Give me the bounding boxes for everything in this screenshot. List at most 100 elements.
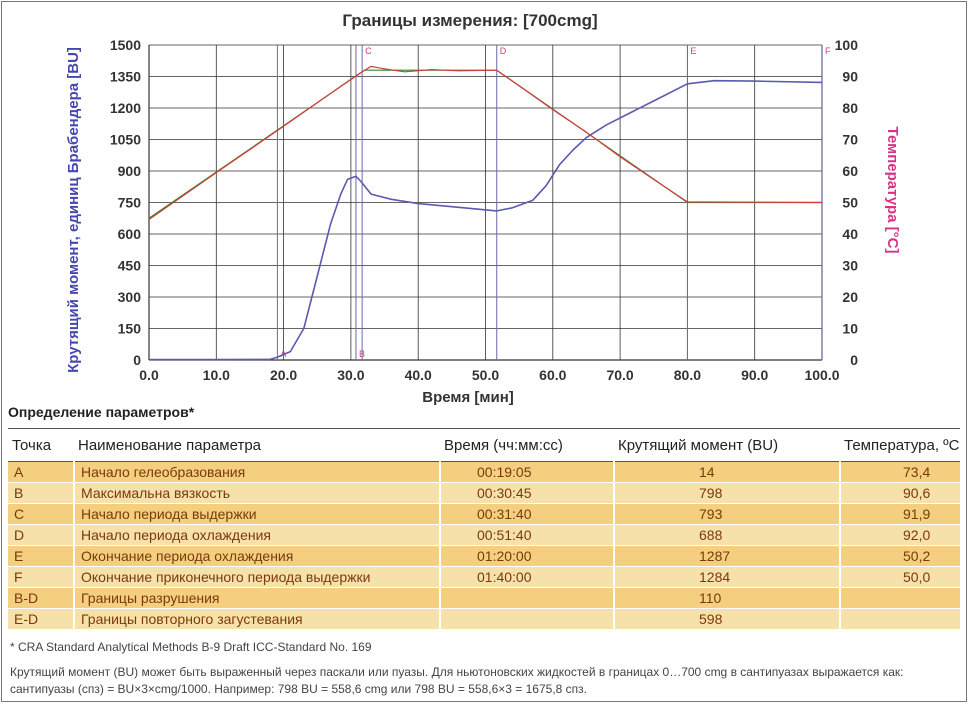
cell-name: Границы повторного загустевания — [74, 608, 441, 630]
table-row: F Окончание приконечного периода выдержк… — [8, 566, 960, 588]
y2-tick-labels: 0 10 20 30 40 50 60 70 80 90 100 — [835, 37, 859, 368]
cell-name: Окончание приконечного периода выдержки — [74, 566, 441, 588]
note-line-2: сантипуазы (спз) = BU×3×cmg/1000. Наприм… — [10, 682, 588, 696]
header-torque: Крутящий момент (BU) — [614, 428, 840, 462]
cell-time: 00:30:45 — [440, 482, 615, 504]
header-point: Точка — [8, 428, 74, 462]
y2-tick-label: 70 — [842, 132, 858, 148]
brabender-chart: Границы измерения: [700cmg] ABCDEF 01503… — [65, 11, 901, 405]
cell-time: 00:19:05 — [440, 461, 615, 483]
cell-torque: 688 — [614, 524, 841, 546]
cell-name: Начало периода охлаждения — [74, 524, 441, 546]
cell-torque: 598 — [614, 608, 841, 630]
cell-torque: 14 — [614, 461, 841, 483]
x-tick-label: 50.0 — [472, 367, 499, 383]
y2-tick-label: 50 — [842, 195, 858, 211]
x-tick-label: 100.0 — [804, 367, 839, 383]
table-row: C Начало периода выдержки 00:31:40 793 9… — [8, 503, 960, 525]
x-tick-label: 20.0 — [270, 367, 297, 383]
cell-point: B-D — [8, 587, 75, 609]
series-temperature_actual — [148, 65, 823, 220]
series — [148, 65, 823, 361]
cell-torque: 1287 — [614, 545, 841, 567]
cell-torque: 793 — [614, 503, 841, 525]
cell-temp: 50,0 — [840, 566, 960, 588]
params-section-title: Определение параметров* — [8, 404, 195, 420]
y-tick-label: 300 — [118, 289, 142, 305]
marker-label: F — [825, 46, 831, 56]
x-tick-label: 80.0 — [674, 367, 701, 383]
y2-tick-label: 20 — [842, 289, 858, 305]
y2-tick-label: 10 — [842, 321, 858, 337]
marker-label: C — [365, 46, 372, 56]
cell-time: 00:51:40 — [440, 524, 615, 546]
x-tick-label: 90.0 — [741, 367, 768, 383]
cell-time — [440, 587, 615, 609]
cell-point: A — [8, 461, 75, 483]
y2-tick-label: 100 — [835, 37, 859, 53]
y2-tick-label: 90 — [842, 69, 858, 85]
x-tick-labels: 0.0 10.0 20.0 30.0 40.0 50.0 60.0 70.0 80.0 90.0 1… — [139, 367, 839, 383]
y2-tick-label: 0 — [850, 352, 858, 368]
cell-name: Начало периода выдержки — [74, 503, 441, 525]
table-row: A Начало гелеобразования 00:19:05 14 73,… — [8, 461, 960, 483]
y2-tick-label: 60 — [842, 163, 858, 179]
cell-temp: 73,4 — [840, 461, 960, 483]
cell-name: Границы разрушения — [74, 587, 441, 609]
params-header-row: Точка Наименование параметра Время (чч:м… — [8, 428, 960, 462]
note-line-1: Крутящий момент (BU) может быть выраженн… — [10, 665, 904, 679]
y-tick-label: 450 — [118, 258, 142, 274]
header-name: Наименование параметра — [74, 428, 440, 462]
cell-point: B — [8, 482, 75, 504]
table-row: E-D Границы повторного загустевания 598 — [8, 608, 960, 630]
y-tick-label: 1350 — [110, 69, 141, 85]
cell-name: Максимальна вязкость — [74, 482, 441, 504]
y-axis-label: Крутящий момент, единиц Брабендера [BU] — [65, 47, 82, 373]
cell-temp: 92,0 — [840, 524, 960, 546]
x-tick-label: 30.0 — [337, 367, 364, 383]
y-tick-label: 0 — [133, 352, 141, 368]
y-tick-label: 1050 — [110, 132, 141, 148]
cell-name: Начало гелеобразования — [74, 461, 441, 483]
table-row: E Окончание периода охлаждения 01:20:00 … — [8, 545, 960, 567]
cell-time: 01:20:00 — [440, 545, 615, 567]
marker-label: E — [690, 46, 696, 56]
x-tick-label: 0.0 — [139, 367, 159, 383]
y-tick-label: 150 — [118, 321, 142, 337]
cell-point: E-D — [8, 608, 75, 630]
footnote: * CRA Standard Analytical Methods B-9 Dr… — [10, 640, 372, 654]
cell-temp: 91,9 — [840, 503, 960, 525]
cell-point: E — [8, 545, 75, 567]
cell-time — [440, 608, 615, 630]
x-tick-label: 70.0 — [606, 367, 633, 383]
conversion-note: Крутящий момент (BU) может быть выраженн… — [10, 664, 960, 698]
y-tick-label: 1200 — [110, 100, 141, 116]
params-table: Точка Наименование параметра Время (чч:м… — [8, 428, 960, 630]
x-tick-label: 10.0 — [203, 367, 230, 383]
y2-axis-label: Температура [°C] — [884, 127, 901, 254]
cell-torque: 1284 — [614, 566, 841, 588]
header-temp: Температура, ºС — [840, 428, 960, 462]
table-row: B Максимальна вязкость 00:30:45 798 90,6 — [8, 482, 960, 504]
header-time: Время (чч:мм:сс) — [440, 428, 614, 462]
cell-torque: 798 — [614, 482, 841, 504]
y-tick-label: 1500 — [110, 37, 141, 53]
cell-torque: 110 — [614, 587, 841, 609]
cell-temp: 50,2 — [840, 545, 960, 567]
table-row: B-D Границы разрушения 110 — [8, 587, 960, 609]
marker-label: D — [500, 46, 507, 56]
x-tick-label: 60.0 — [539, 367, 566, 383]
y-tick-label: 600 — [118, 226, 142, 242]
y2-tick-label: 80 — [842, 100, 858, 116]
x-axis-label: Время [мин] — [422, 389, 514, 405]
y2-tick-label: 30 — [842, 258, 858, 274]
cell-time: 01:40:00 — [440, 566, 615, 588]
table-row: D Начало периода охлаждения 00:51:40 688… — [8, 524, 960, 546]
x-tick-label: 40.0 — [405, 367, 432, 383]
cell-temp: 90,6 — [840, 482, 960, 504]
cell-point: D — [8, 524, 75, 546]
y-tick-label: 750 — [118, 195, 142, 211]
cell-point: F — [8, 566, 75, 588]
y2-tick-label: 40 — [842, 226, 858, 242]
